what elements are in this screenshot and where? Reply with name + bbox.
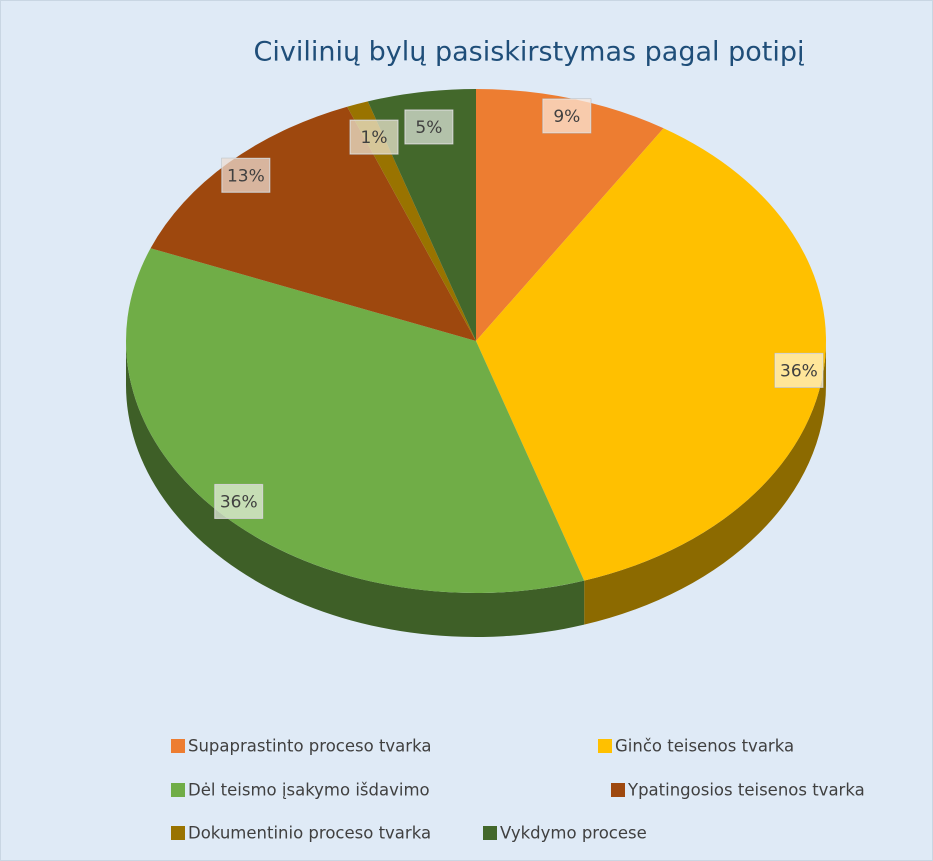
data-label: 5% <box>404 109 454 145</box>
pie-side <box>584 341 826 625</box>
data-label-text: 36% <box>780 361 818 381</box>
legend-label: Ginčo teisenos tvarka <box>615 737 794 756</box>
data-label: 1% <box>349 119 399 155</box>
chart-title: Civilinių bylų pasiskirstymas pagal poti… <box>254 37 805 68</box>
data-label: 36% <box>774 352 824 388</box>
data-label: 13% <box>221 157 271 193</box>
legend-label: Dėl teismo įsakymo išdavimo <box>188 781 430 800</box>
legend-swatch <box>171 739 185 753</box>
legend-swatch <box>483 826 497 840</box>
data-label-text: 9% <box>553 107 580 127</box>
legend-label: Dokumentinio proceso tvarka <box>188 824 431 843</box>
data-label-text: 36% <box>220 492 258 512</box>
legend-label: Supaprastinto proceso tvarka <box>188 737 431 756</box>
data-label: 36% <box>214 483 264 519</box>
data-label-bg <box>350 120 399 155</box>
data-label-bg <box>542 98 591 133</box>
data-label-bg <box>214 484 263 519</box>
data-label-bg <box>221 158 270 193</box>
legend-label: Ypatingosios teisenos tvarka <box>627 781 865 800</box>
data-label-text: 5% <box>415 118 442 138</box>
legend-swatch <box>171 783 185 797</box>
data-label: 9% <box>542 98 592 134</box>
pie-slice <box>476 128 827 581</box>
data-label-bg <box>404 109 453 144</box>
data-label-text: 1% <box>361 128 388 148</box>
pie-slice <box>476 89 664 341</box>
legend-label: Vykdymo procese <box>500 824 647 843</box>
legend-swatch <box>611 783 625 797</box>
legend-swatch <box>598 739 612 753</box>
data-label-text: 13% <box>227 166 265 186</box>
pie-slice <box>347 101 476 341</box>
pie-side <box>126 341 585 637</box>
data-label-bg <box>774 353 823 388</box>
legend-swatch <box>171 826 185 840</box>
